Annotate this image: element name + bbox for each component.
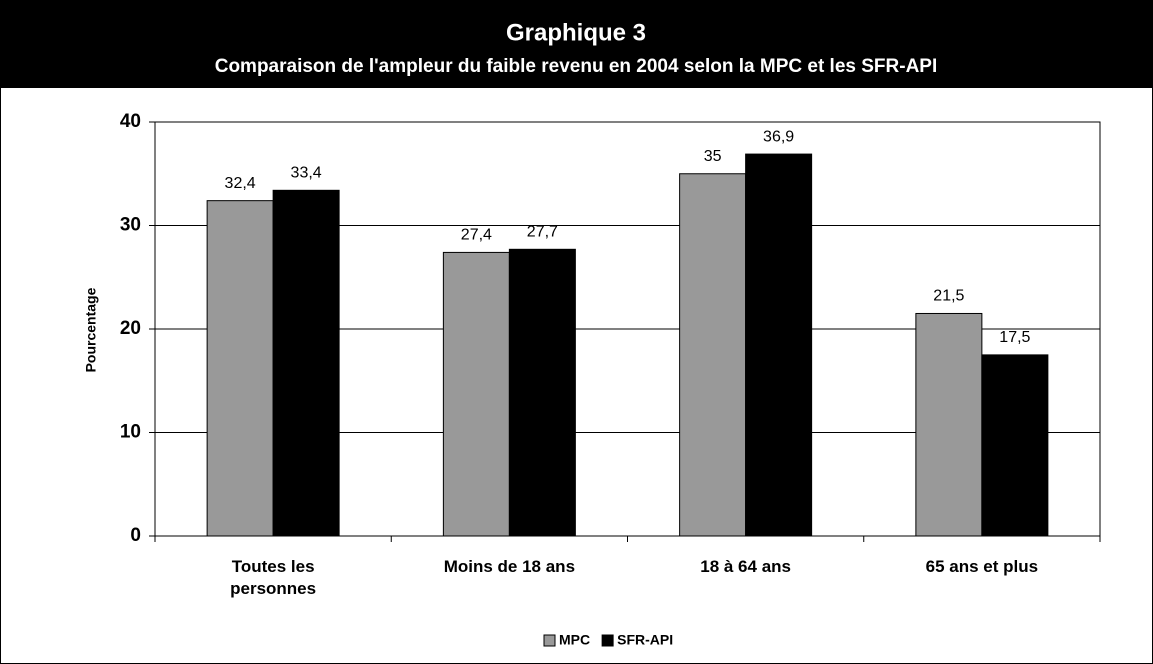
bar bbox=[745, 153, 813, 537]
value-label: 35 bbox=[704, 148, 722, 165]
bar bbox=[442, 251, 510, 537]
x-tick-label: 65 ans et plus bbox=[925, 557, 1039, 576]
x-tick-label: Moins de 18 ans bbox=[443, 557, 576, 576]
x-tick-label: 18 à 64 ans bbox=[700, 557, 791, 576]
y-tick-label: 10 bbox=[120, 422, 141, 443]
value-label: 27,7 bbox=[527, 224, 558, 241]
bar bbox=[272, 189, 340, 537]
y-tick-label: 30 bbox=[120, 215, 141, 236]
value-label: 33,4 bbox=[291, 165, 322, 182]
value-label: 27,4 bbox=[461, 227, 492, 244]
bar bbox=[206, 200, 274, 537]
legend-label: MPC bbox=[559, 632, 590, 648]
legend-swatch bbox=[601, 634, 614, 647]
bar bbox=[915, 312, 983, 537]
y-tick-label: 20 bbox=[120, 318, 141, 339]
legend-swatch bbox=[543, 634, 556, 647]
bar bbox=[679, 173, 747, 537]
value-label: 32,4 bbox=[225, 175, 256, 192]
x-tick-label: Toutes les personnes bbox=[230, 557, 317, 598]
y-axis-label: Pourcentage bbox=[83, 287, 99, 372]
header-band bbox=[0, 0, 1153, 88]
value-label: 17,5 bbox=[999, 329, 1030, 346]
chart-title: Graphique 3 bbox=[506, 19, 646, 46]
bar bbox=[981, 354, 1049, 537]
y-tick-label: 40 bbox=[120, 111, 141, 132]
chart-subtitle: Comparaison de l'ampleur du faible reven… bbox=[215, 56, 938, 77]
bar bbox=[508, 248, 576, 537]
legend-label: SFR-API bbox=[617, 632, 673, 648]
value-label: 36,9 bbox=[763, 128, 794, 145]
y-tick-label: 0 bbox=[130, 525, 141, 546]
value-label: 21,5 bbox=[933, 288, 964, 305]
